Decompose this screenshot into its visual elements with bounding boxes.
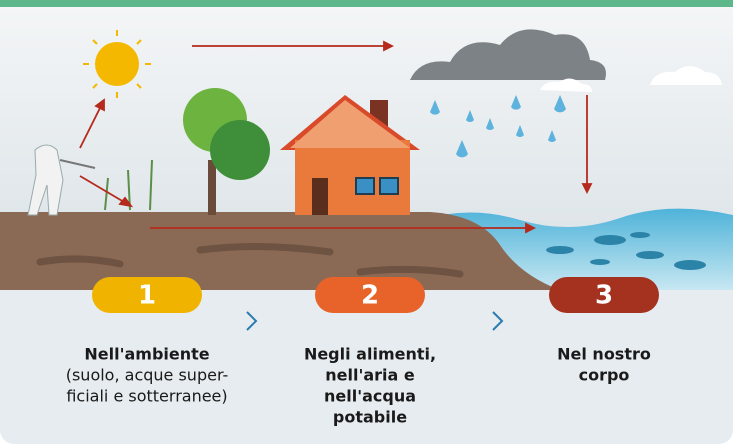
step-title: corpo <box>579 366 630 385</box>
infographic: 1 Nell'ambiente (suolo, acque super-ficial… <box>0 0 733 444</box>
step-title: Negli alimenti, <box>304 345 436 364</box>
step-title: Nell'ambiente <box>84 345 209 364</box>
step-title: potabile <box>333 408 407 427</box>
step-text: (suolo, acque super- <box>66 366 229 385</box>
step-number: 1 <box>138 281 156 311</box>
step-number: 3 <box>595 281 613 311</box>
step-title: Nel nostro <box>557 345 651 364</box>
illustration: 1 Nell'ambiente (suolo, acque super-ficial… <box>0 0 733 444</box>
step-number: 2 <box>361 281 379 311</box>
top-bar <box>0 0 733 7</box>
ground <box>0 212 560 290</box>
step-text: ficiali e sotterranee) <box>66 387 227 406</box>
step-title: nell'acqua <box>324 387 416 406</box>
step-title: nell'aria e <box>325 366 415 385</box>
